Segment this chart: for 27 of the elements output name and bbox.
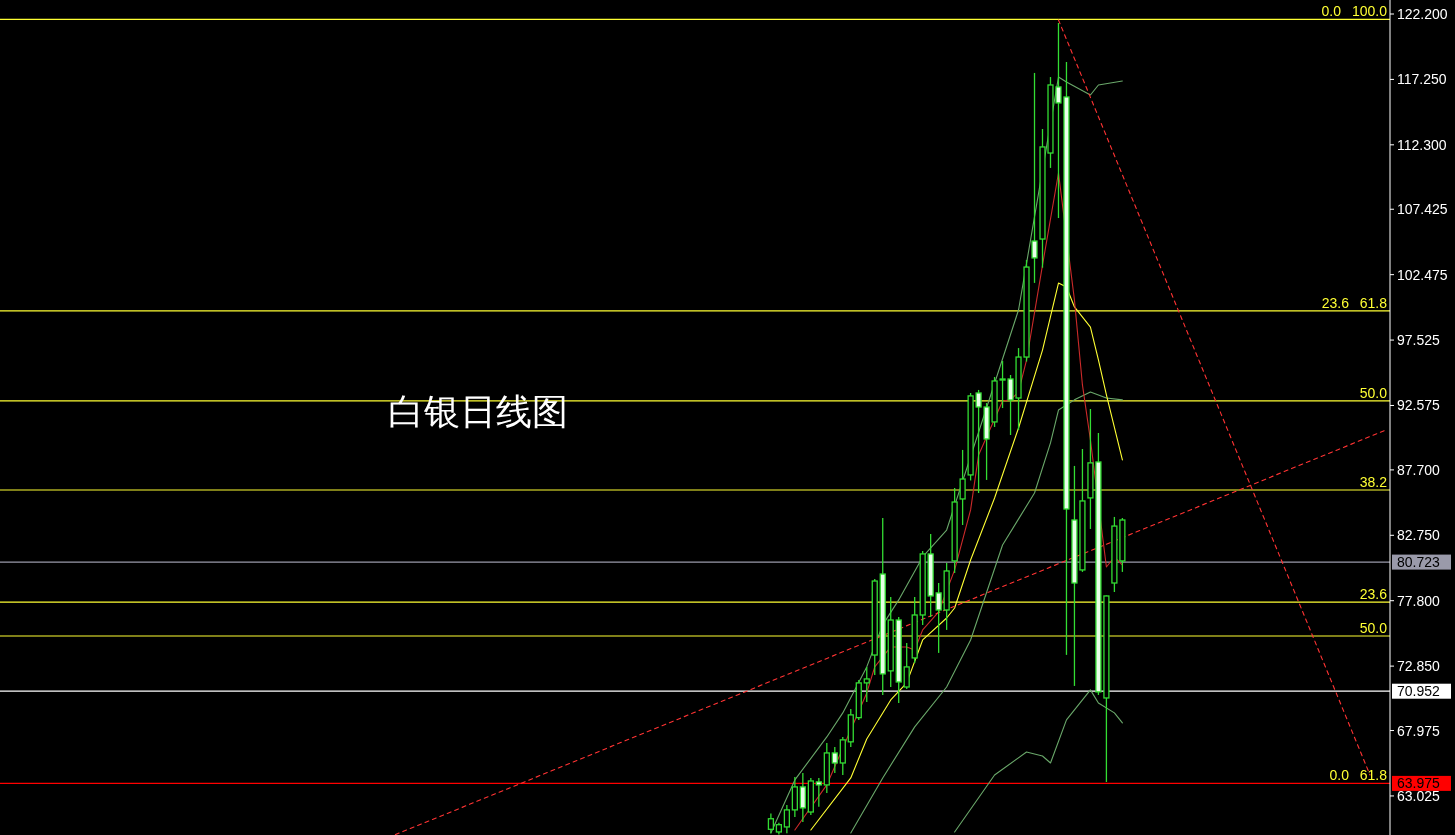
annotation: 38.2: [1359, 473, 1388, 490]
annotation: 50.0: [1359, 620, 1388, 636]
annotation: 50.0: [1359, 384, 1388, 401]
line-series: [954, 689, 1123, 833]
text: 白银日线图: [388, 392, 568, 432]
line-series: [850, 391, 1123, 834]
annotation: 61.8: [1359, 294, 1388, 311]
y-tick-label: 72.850: [1397, 658, 1441, 675]
ref-line-label: 80.723: [1397, 554, 1441, 571]
annotation: 0.0: [1321, 3, 1342, 20]
y-tick-label: 87.700: [1397, 461, 1441, 478]
annotation: 23.6: [1359, 586, 1388, 603]
y-tick-label: 82.750: [1397, 527, 1441, 544]
annotation: 23.6: [1321, 294, 1350, 311]
y-tick-label: 112.300: [1397, 136, 1447, 153]
y-tick-label: 117.250: [1397, 71, 1447, 88]
annotation: 61.8: [1359, 767, 1388, 784]
y-tick-label: 92.575: [1397, 397, 1441, 414]
annotation: 0.0: [1329, 767, 1350, 784]
annotation: 100.0: [1351, 3, 1388, 20]
y-tick-label: 67.975: [1397, 722, 1441, 739]
y-tick-label: 122.200: [1397, 6, 1448, 23]
y-tick-label: 97.525: [1397, 332, 1441, 349]
y-tick-label: 77.800: [1397, 592, 1441, 609]
y-tick-label: 107.425: [1397, 201, 1448, 218]
y-tick-label: 102.475: [1397, 266, 1448, 283]
ref-line-label: 70.952: [1397, 683, 1441, 700]
